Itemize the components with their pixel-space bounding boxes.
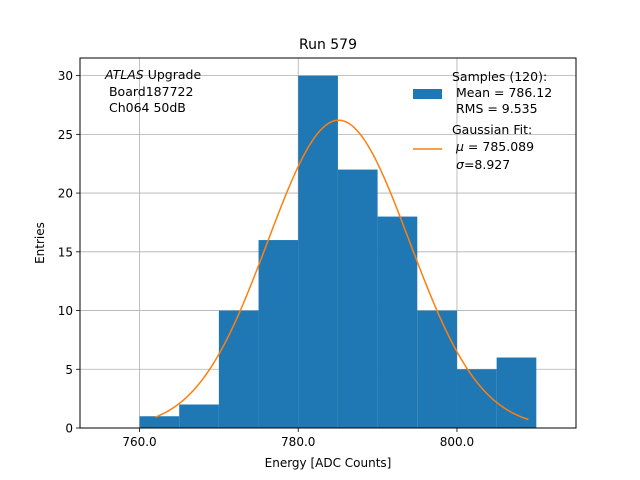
- y-tick-label-1: 5: [65, 363, 73, 377]
- annotation-upgrade: Upgrade: [144, 67, 202, 82]
- legend-sigma-symbol: σ: [456, 157, 465, 172]
- x-tick-label-1: 780.0: [281, 435, 315, 449]
- legend: Samples (120): Mean = 786.12 RMS = 9.535…: [413, 69, 552, 172]
- y-tick-label-3: 15: [58, 245, 73, 259]
- histogram-bar-0: [139, 416, 180, 428]
- y-tick-label-5: 25: [58, 128, 73, 142]
- atlas-annotation: ATLAS Upgrade Board187722 Ch064 50dB: [104, 67, 201, 115]
- axes-frame: [79, 57, 577, 429]
- histogram-bar-4: [298, 75, 338, 428]
- histogram-bar-3: [258, 240, 299, 428]
- legend-samples-swatch: [413, 89, 442, 99]
- annotation-atlas: ATLAS: [104, 67, 144, 82]
- histogram-bar-5: [337, 169, 378, 429]
- x-tick-label-2: 800.0: [440, 435, 474, 449]
- histogram-bar-7: [417, 310, 457, 428]
- y-tick-label-2: 10: [58, 304, 73, 318]
- axis-ticks: 760.0 780.0 800.0 0 5 10 15 20 25 30: [58, 69, 474, 449]
- y-axis-label: Entries: [33, 222, 47, 264]
- histogram-bar-6: [377, 216, 418, 428]
- gaussian-fit: [155, 119, 529, 421]
- legend-fit-title: Gaussian Fit:: [452, 122, 532, 137]
- legend-samples-rms: RMS = 9.535: [452, 101, 538, 116]
- y-tick-label-6: 30: [58, 69, 73, 83]
- annotation-board: Board187722: [105, 84, 193, 99]
- histogram-bar-9: [496, 357, 537, 428]
- x-axis-label: Energy [ADC Counts]: [265, 456, 392, 470]
- fit-curve: [155, 119, 529, 421]
- legend-samples-mean: Mean = 786.12: [452, 85, 552, 100]
- legend-samples-title: Samples (120):: [452, 69, 547, 84]
- histogram-bar-1: [179, 404, 219, 428]
- legend-fit-mu: μ = 785.089: [455, 139, 534, 154]
- histogram-bars: [139, 75, 537, 429]
- legend-fit-sigma: σ=8.927: [456, 157, 510, 172]
- x-tick-label-0: 760.0: [122, 435, 156, 449]
- annotation-line-1: ATLAS Upgrade: [104, 67, 201, 82]
- histogram-bar-2: [218, 310, 259, 428]
- legend-sigma-value: =8.927: [464, 157, 510, 172]
- histogram-bar-8: [456, 369, 497, 428]
- y-tick-label-4: 20: [58, 187, 73, 201]
- chart-title: Run 579: [299, 37, 357, 53]
- y-tick-label-0: 0: [65, 422, 73, 436]
- legend-mu-symbol: μ: [455, 139, 464, 154]
- annotation-channel: Ch064 50dB: [105, 100, 186, 115]
- legend-mu-value: = 785.089: [464, 139, 534, 154]
